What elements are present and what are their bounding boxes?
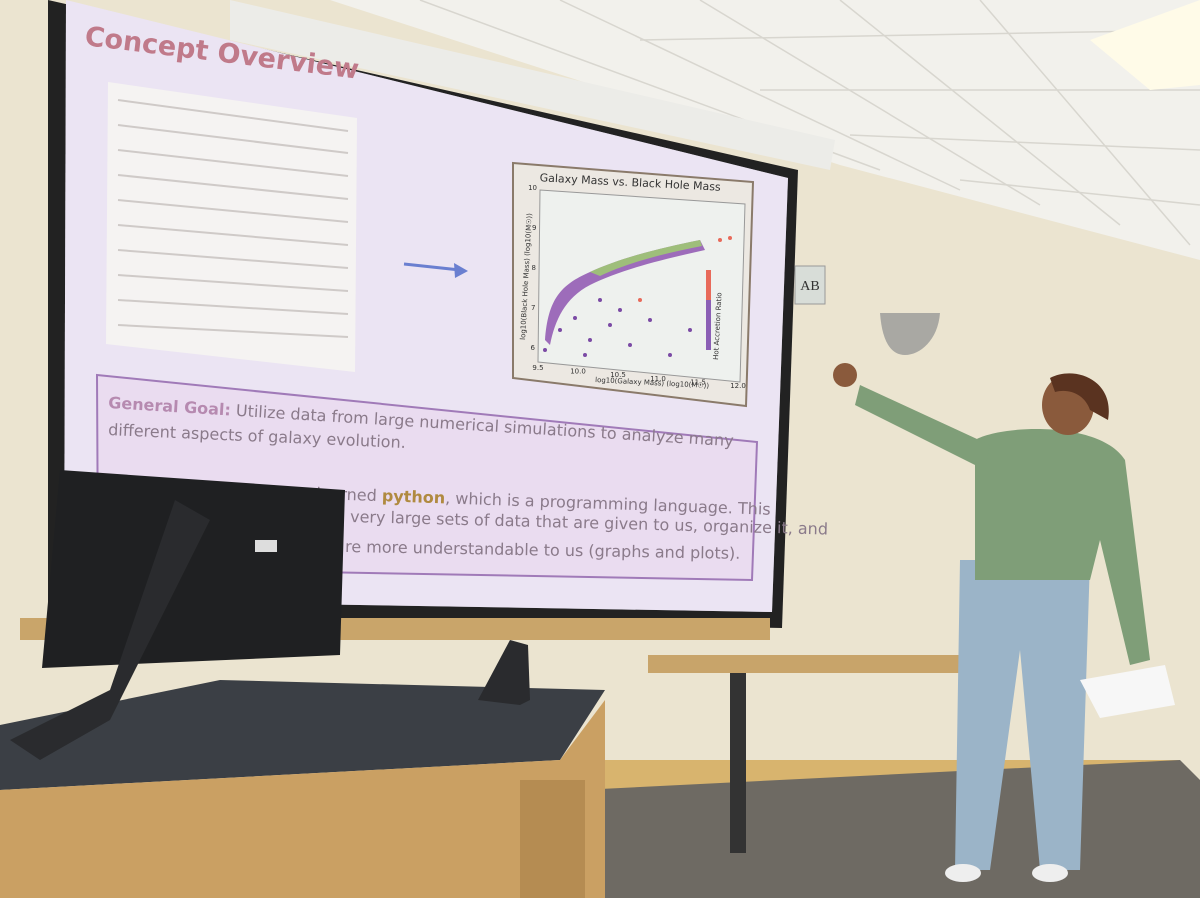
plot-x-ticks: 9.5 10.0 10.5 11.0 11.5 12.0 (532, 364, 745, 390)
colorbar-top (706, 270, 711, 300)
data-table-rows (117, 99, 349, 338)
screen-housing (230, 0, 835, 170)
colorbar (706, 270, 711, 350)
room-sign (794, 265, 826, 305)
presenter (833, 363, 1175, 882)
plot-x-tick-label: 10.5 (610, 371, 626, 379)
arrow-head (454, 263, 468, 278)
monitor (10, 470, 530, 760)
plot-x-tick-label: 9.5 (532, 364, 543, 372)
colorbar-label: Hot Accretion Ratio (712, 292, 724, 360)
plot-area (537, 189, 746, 383)
plot-x-tick-label: 11.0 (650, 375, 666, 383)
data-table-image (106, 82, 357, 372)
lectern (0, 680, 605, 898)
plot-y-tick-label: 8 (532, 264, 536, 272)
scatter-dots (543, 236, 732, 357)
plot-y-tick-label: 10 (528, 184, 537, 192)
scatter-cloud-bright (590, 240, 702, 276)
plot-y-tick-label: 9 (532, 224, 536, 232)
wall-lamp (880, 313, 940, 355)
plot-x-tick-label: 11.5 (690, 378, 706, 386)
side-table (648, 655, 970, 673)
arrow (403, 262, 461, 272)
table-leg (730, 673, 746, 853)
plot-y-tick-label: 7 (531, 304, 535, 312)
plot-x-tick-label: 10.0 (570, 368, 586, 376)
room-sign-text: AB (800, 279, 819, 294)
learned-bold: python (382, 486, 446, 507)
plot-x-tick-label: 12.0 (730, 382, 746, 390)
plot-y-tick-label: 6 (531, 344, 536, 352)
ceiling-light (1090, 0, 1200, 90)
plot-y-ticks: 10 9 8 7 6 (528, 184, 537, 352)
